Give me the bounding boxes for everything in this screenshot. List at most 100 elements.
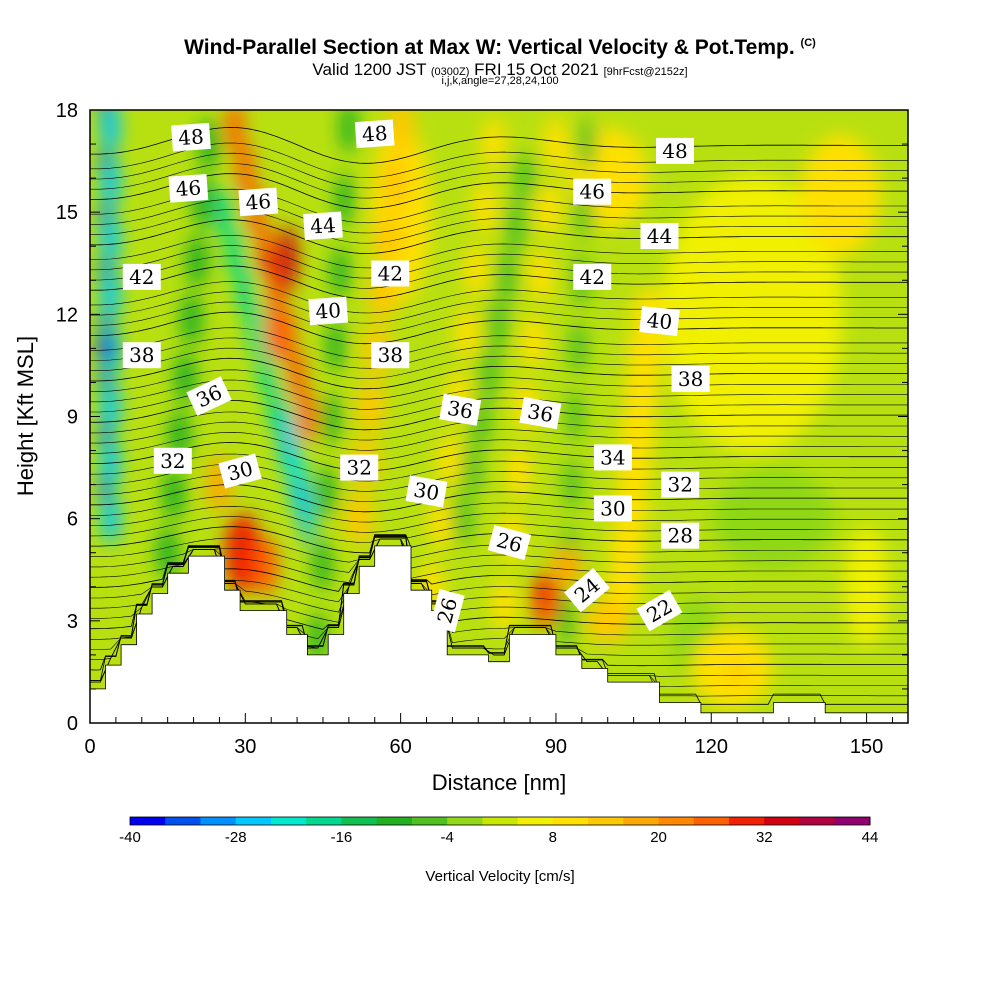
velocity-cell — [236, 142, 255, 195]
isentrope-minor — [90, 421, 908, 451]
colorbar-bin — [658, 817, 695, 825]
velocity-cell — [288, 349, 307, 402]
colorbar-tick-label: -40 — [119, 829, 141, 846]
velocity-cell — [472, 181, 497, 234]
colorbar-tick-label: 20 — [650, 829, 667, 846]
isentrope-minor — [90, 301, 908, 334]
isentrope-minor — [90, 411, 908, 441]
colorbar-bin — [200, 817, 237, 825]
colorbar-bin — [799, 817, 836, 825]
colorbar-bin — [130, 817, 166, 825]
y-tick-label: 0 — [67, 713, 78, 735]
velocity-cell — [479, 346, 500, 399]
velocity-cell — [437, 434, 462, 487]
isentrope-label: 44 — [640, 223, 679, 249]
isentrope-label-text: 38 — [678, 367, 703, 391]
isentrope-label: 40 — [639, 306, 680, 337]
y-tick-label: 9 — [67, 407, 78, 429]
isentrope-minor — [90, 347, 908, 379]
isentrope-40 — [90, 311, 908, 345]
isentrope-minor — [90, 369, 908, 400]
velocity-cell — [506, 200, 527, 253]
colorbar-bin — [588, 817, 624, 825]
isentrope-label-bg — [519, 396, 562, 430]
isentrope-label-bg — [671, 366, 710, 392]
velocity-cell — [535, 183, 562, 236]
valid-time-line: Valid 1200 JST (0300Z) FRI 15 Oct 2021 [… — [0, 60, 1000, 80]
isentrope-label: 38 — [122, 342, 161, 369]
isentrope-minor — [90, 516, 908, 543]
isentrope-label-text: 48 — [662, 139, 687, 163]
colorbar-bin — [482, 817, 519, 825]
colorbar-tick-label: 8 — [549, 829, 557, 846]
isentrope-44 — [90, 219, 908, 254]
velocity-cell — [505, 446, 532, 499]
isentrope-label: 44 — [303, 211, 343, 241]
isentrope-label-text: 40 — [315, 298, 342, 324]
velocity-cell — [623, 366, 660, 419]
isentrope-label-text: 46 — [245, 189, 272, 215]
isentrope-label-text: 42 — [129, 265, 154, 289]
colorbar-bin — [623, 817, 660, 825]
velocity-cell — [276, 225, 297, 294]
copyright-mark: (C) — [800, 37, 816, 49]
isentrope-label-text: 32 — [667, 473, 692, 497]
velocity-cell — [627, 327, 664, 380]
chart-title-text: Wind-Parallel Section at Max W: Vertical… — [184, 36, 795, 59]
x-tick-label: 30 — [234, 736, 256, 758]
colorbar-title: Vertical Velocity [cm/s] — [425, 868, 574, 885]
velocity-cell — [569, 322, 588, 375]
velocity-cell — [317, 465, 336, 518]
isentrope-label: 26 — [429, 588, 465, 633]
isentrope-label-bg — [487, 525, 532, 560]
isentrope-label-bg — [439, 393, 482, 426]
colorbar-bin — [376, 817, 413, 825]
isentrope-label-text: 46 — [579, 180, 604, 204]
isentrope-minor — [90, 291, 908, 324]
velocity-cell — [237, 540, 254, 565]
colorbar-bin — [165, 817, 201, 825]
velocity-cell — [298, 390, 317, 443]
velocity-cell — [237, 264, 254, 317]
valid-time: Valid 1200 JST — [312, 60, 427, 79]
isentrope-label-text: 36 — [446, 396, 475, 424]
isentrope-minor — [90, 538, 908, 583]
isentrope-label: 30 — [218, 453, 262, 489]
isentrope-label-text: 30 — [412, 477, 441, 505]
velocity-cell — [620, 405, 657, 458]
isentrope-24 — [90, 536, 908, 671]
isentrope-label-bg — [636, 589, 683, 632]
isentrope-label: 36 — [439, 393, 482, 426]
isentrope-label: 32 — [153, 447, 192, 474]
isentrope-label-text: 44 — [647, 224, 672, 248]
y-tick-label: 3 — [67, 611, 78, 633]
isentrope-label-bg — [593, 495, 632, 522]
y-tick-label: 6 — [67, 509, 78, 531]
isentrope-label: 48 — [354, 119, 395, 149]
velocity-cell — [101, 156, 120, 209]
colorbar-bin — [270, 817, 307, 825]
velocity-cell — [488, 298, 509, 351]
velocity-cell — [186, 234, 209, 287]
isentrope-label-bg — [238, 187, 279, 217]
isentrope-label-text: 28 — [667, 524, 692, 548]
isentrope-minor — [90, 235, 908, 269]
x-axis-title: Distance [nm] — [432, 770, 567, 795]
y-tick-label: 12 — [56, 304, 78, 326]
velocity-cell — [844, 526, 889, 647]
isentrope-minor — [90, 152, 908, 189]
velocity-cell — [455, 307, 480, 360]
isentrope-minor — [90, 538, 908, 603]
velocity-cell — [101, 212, 120, 265]
x-tick-label: 0 — [84, 736, 95, 758]
colorbar-bin — [235, 817, 272, 825]
y-axis-title: Height [Kft MSL] — [13, 336, 38, 496]
velocity-cell — [101, 380, 120, 433]
isentrope-label-bg — [639, 306, 680, 337]
colorbar-bin — [517, 817, 554, 825]
colorbar-bin — [552, 817, 589, 825]
isentrope-label: 46 — [238, 187, 279, 217]
colorbar-tick-label: -4 — [440, 829, 453, 846]
isentrope-minor — [90, 453, 908, 482]
colorbar-bin — [693, 817, 730, 825]
